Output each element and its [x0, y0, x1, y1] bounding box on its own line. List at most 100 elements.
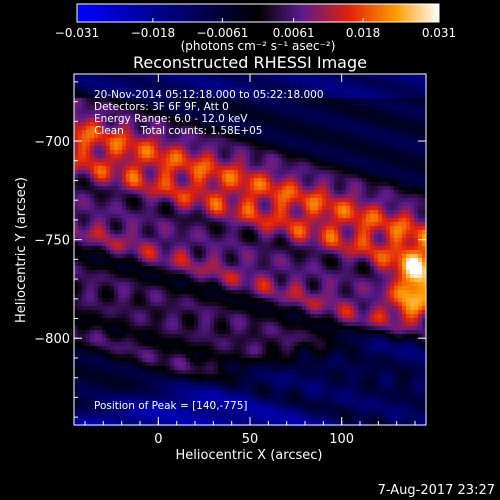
- heatmap-cell: [82, 270, 87, 275]
- heatmap-cell: [418, 74, 423, 79]
- heatmap-cell: [398, 206, 403, 211]
- heatmap-cell: [318, 94, 323, 99]
- heatmap-cell: [410, 198, 415, 203]
- heatmap-cell: [202, 170, 207, 175]
- heatmap-cell: [390, 246, 395, 251]
- heatmap-cell: [122, 286, 127, 291]
- heatmap-cell: [382, 74, 387, 79]
- heatmap-cell: [322, 278, 327, 283]
- heatmap-cell: [202, 198, 207, 203]
- heatmap-cell: [106, 294, 111, 299]
- heatmap-cell: [354, 150, 359, 155]
- heatmap-cell: [318, 106, 323, 111]
- heatmap-cell: [210, 114, 215, 119]
- heatmap-cell: [354, 226, 359, 231]
- heatmap-cell: [370, 166, 375, 171]
- heatmap-cell: [294, 86, 299, 91]
- heatmap-cell: [78, 158, 83, 163]
- heatmap-cell: [254, 130, 259, 135]
- heatmap-cell: [270, 90, 275, 95]
- heatmap-cell: [198, 210, 203, 215]
- heatmap-cell: [282, 286, 287, 291]
- heatmap-cell: [398, 198, 403, 203]
- heatmap-cell: [318, 258, 323, 263]
- heatmap-cell: [330, 102, 335, 107]
- heatmap-cell: [242, 206, 247, 211]
- heatmap-cell: [414, 202, 419, 207]
- heatmap-cell: [410, 114, 415, 119]
- heatmap-cell: [398, 114, 403, 119]
- heatmap-cell: [118, 254, 123, 259]
- heatmap-cell: [206, 126, 211, 131]
- heatmap-cell: [270, 150, 275, 155]
- heatmap-cell: [198, 106, 203, 111]
- heatmap-cell: [334, 202, 339, 207]
- heatmap-cell: [106, 206, 111, 211]
- heatmap-cell: [274, 122, 279, 127]
- heatmap-cell: [282, 198, 287, 203]
- heatmap-cell: [194, 150, 199, 155]
- heatmap-cell: [150, 250, 155, 255]
- heatmap-cell: [326, 182, 331, 187]
- heatmap-cell: [90, 218, 95, 223]
- heatmap-cell: [86, 78, 91, 83]
- heatmap-cell: [386, 134, 391, 139]
- heatmap-cell: [166, 186, 171, 191]
- heatmap-cell: [182, 114, 187, 119]
- heatmap-cell: [186, 146, 191, 151]
- heatmap-cell: [366, 182, 371, 187]
- heatmap-cell: [262, 242, 267, 247]
- heatmap-cell: [254, 90, 259, 95]
- heatmap-cell: [290, 158, 295, 163]
- heatmap-cell: [330, 254, 335, 259]
- heatmap-cell: [118, 258, 123, 263]
- heatmap-cell: [394, 286, 399, 291]
- heatmap-cell: [286, 110, 291, 115]
- heatmap-cell: [390, 206, 395, 211]
- heatmap-cell: [410, 118, 415, 123]
- heatmap-cell: [354, 190, 359, 195]
- heatmap-cell: [422, 134, 427, 139]
- heatmap-cell: [378, 126, 383, 131]
- heatmap-cell: [90, 214, 95, 219]
- heatmap-cell: [114, 94, 119, 99]
- heatmap-cell: [258, 254, 263, 259]
- heatmap-cell: [418, 162, 423, 167]
- heatmap-cell: [90, 202, 95, 207]
- heatmap-cell: [410, 142, 415, 147]
- heatmap-cell: [142, 214, 147, 219]
- heatmap-cell: [74, 278, 79, 283]
- heatmap-cell: [370, 202, 375, 207]
- heatmap-cell: [282, 194, 287, 199]
- heatmap-cell: [334, 258, 339, 263]
- heatmap-cell: [166, 226, 171, 231]
- heatmap-cell: [326, 78, 331, 83]
- heatmap-cell: [338, 222, 343, 227]
- heatmap-cell: [94, 158, 99, 163]
- colorbar-tick-label: 0.0061: [273, 26, 315, 40]
- heatmap-cell: [102, 230, 107, 235]
- heatmap-cell: [174, 102, 179, 107]
- heatmap-cell: [78, 178, 83, 183]
- heatmap-cell: [418, 114, 423, 119]
- heatmap-cell: [174, 78, 179, 83]
- heatmap-cell: [270, 134, 275, 139]
- heatmap-cell: [218, 294, 223, 299]
- heatmap-cell: [258, 238, 263, 243]
- heatmap-cell: [146, 102, 151, 107]
- heatmap-cell: [238, 250, 243, 255]
- heatmap-cell: [186, 254, 191, 259]
- heatmap-cell: [242, 186, 247, 191]
- heatmap-cell: [134, 166, 139, 171]
- heatmap-cell: [314, 266, 319, 271]
- heatmap-cell: [262, 182, 267, 187]
- heatmap-cell: [346, 206, 351, 211]
- heatmap-cell: [418, 102, 423, 107]
- heatmap-cell: [374, 190, 379, 195]
- heatmap-cell: [94, 106, 99, 111]
- heatmap-cell: [98, 190, 103, 195]
- heatmap-cell: [310, 270, 315, 275]
- heatmap-cell: [266, 146, 271, 151]
- heatmap-cell: [378, 274, 383, 279]
- heatmap-cell: [110, 278, 115, 283]
